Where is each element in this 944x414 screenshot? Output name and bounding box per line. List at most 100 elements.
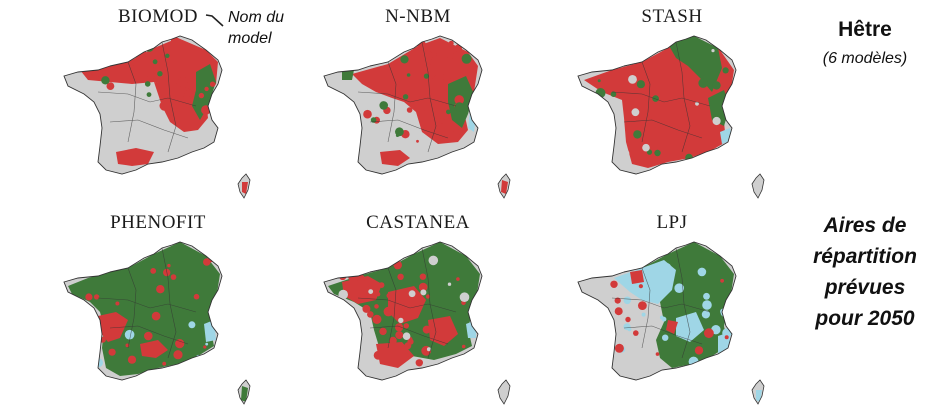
patch-red (363, 109, 372, 119)
zone-green (241, 386, 248, 402)
patch-cyan (701, 310, 710, 319)
france-map-nnbm (323, 35, 511, 199)
zone-red (116, 148, 154, 166)
patch-green (134, 40, 138, 45)
patch-green (147, 42, 152, 46)
caption-line-1: Aires de (823, 214, 907, 237)
region-borders-lpj (611, 247, 711, 359)
corsica-outline-castanea (497, 379, 511, 405)
patch-red (127, 355, 137, 364)
annotation-line-1: Nom du (228, 9, 285, 26)
patch-cyan (124, 329, 135, 340)
patch-red (185, 43, 193, 51)
patch-cyan (653, 262, 663, 273)
patch-green (400, 55, 409, 64)
patch-grey (706, 154, 713, 161)
zone-red (666, 320, 678, 334)
patch-red (204, 86, 209, 92)
patch-green (679, 41, 684, 47)
patch-green (165, 53, 170, 58)
corsica-outline-nnbm (497, 173, 511, 199)
patch-red (456, 277, 460, 281)
patch-grey (622, 149, 630, 157)
patch-red (397, 50, 401, 55)
patch-red (151, 311, 161, 321)
patch-red (704, 328, 714, 339)
patch-red (372, 314, 382, 324)
patch-red (193, 293, 200, 300)
patch-grey (368, 289, 374, 294)
patch-red (159, 100, 170, 111)
patch-green (402, 94, 409, 100)
patch-red (198, 92, 205, 99)
patch-red (431, 91, 437, 97)
corsica-outline-biomod (237, 173, 251, 199)
patch-green (633, 130, 642, 139)
patch-red (441, 98, 449, 105)
caption-line-2: répartition (813, 245, 917, 268)
country-outline-nnbm (323, 35, 483, 175)
patch-red (86, 363, 91, 368)
patch-cyan (703, 292, 710, 300)
patch-grey (408, 290, 416, 298)
patch-red (99, 336, 106, 343)
patch-red (203, 345, 207, 349)
patch-grey (336, 308, 341, 313)
patch-red (374, 304, 379, 309)
patch-red (378, 282, 385, 288)
patch-green (395, 133, 400, 137)
patch-green (712, 81, 721, 90)
patch-red (724, 335, 729, 340)
patch-green (597, 79, 601, 83)
patch-red (456, 359, 461, 364)
patch-red (373, 350, 383, 360)
patch-green (107, 43, 117, 54)
patch-red (421, 101, 431, 111)
patch-grey (398, 317, 404, 324)
patch-red (171, 94, 176, 99)
map-panel-stash: STASH (572, 2, 772, 202)
patch-red (209, 81, 216, 87)
patch-red (348, 344, 356, 353)
patch-red (196, 366, 204, 374)
region-borders-stash (611, 41, 711, 153)
patch-green (654, 149, 661, 157)
map-title-biomod: BIOMOD (117, 6, 199, 27)
patch-red (120, 256, 127, 264)
patch-red (418, 282, 428, 292)
france-map-phenofit (63, 241, 251, 405)
patch-red (341, 359, 347, 365)
patch-green (610, 91, 617, 97)
patch-cyan (656, 292, 664, 301)
patch-grey (426, 347, 431, 352)
patch-red (454, 44, 462, 52)
map-title-nnbm: N-NBM (385, 6, 451, 27)
species-name: Hêtre (838, 18, 892, 41)
patch-red (362, 304, 371, 313)
patch-red (393, 44, 397, 48)
patch-grey (420, 289, 427, 296)
patch-red (454, 95, 464, 105)
patch-green (603, 115, 608, 119)
patch-red (395, 266, 399, 270)
patch-red (419, 273, 427, 280)
patch-grey (402, 332, 411, 340)
patch-grey (365, 328, 372, 335)
zone-red (342, 276, 382, 304)
patch-green (406, 73, 411, 77)
map-title-lpj: LPJ (656, 212, 688, 233)
patch-red (338, 272, 347, 281)
patch-red (440, 123, 444, 127)
patch-green (646, 149, 653, 155)
patch-red (397, 273, 404, 280)
patch-cyan (634, 254, 644, 263)
patch-cyan (716, 355, 725, 365)
corsica-outline-phenofit (237, 379, 251, 405)
patch-red (655, 352, 660, 356)
country-outline-lpj (577, 241, 737, 381)
patch-cyan (84, 362, 91, 368)
caption-line-4: pour 2050 (815, 307, 915, 330)
patch-grey (631, 108, 640, 117)
region-borders-castanea (357, 247, 457, 359)
patch-green (446, 109, 451, 115)
